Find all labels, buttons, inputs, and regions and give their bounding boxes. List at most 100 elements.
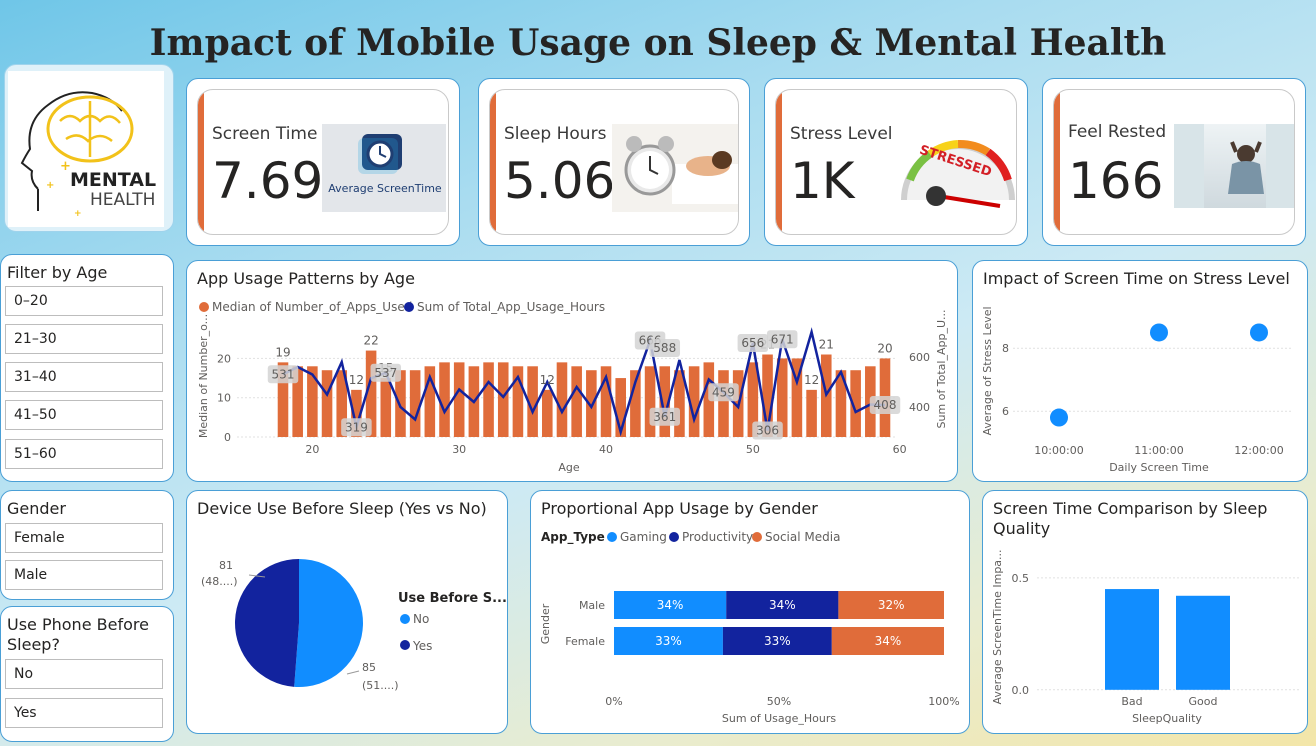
pie-slice-yes[interactable] [234, 559, 299, 687]
pie-legend-no[interactable]: No [413, 612, 429, 626]
bar-data-label: 12 [804, 373, 819, 387]
bar-age-26[interactable] [395, 370, 406, 437]
pie-legend-swatch-yes [400, 640, 410, 650]
legend-productivity[interactable]: Productivity [682, 530, 753, 544]
bar-age-23[interactable] [351, 389, 362, 437]
device-use-pie-card: Device Use Before Sleep (Yes vs No) 81 (… [186, 490, 508, 734]
bar-age-50[interactable] [747, 362, 759, 437]
gender-row-label: Female [565, 635, 605, 648]
age-filter-0-20[interactable]: 0–20 [5, 286, 163, 316]
bar-age-30[interactable] [453, 362, 465, 437]
bar-age-48[interactable] [718, 370, 729, 437]
legend-swatch-productivity [669, 532, 679, 542]
bar-age-33[interactable] [497, 362, 509, 437]
stacked-segment[interactable] [831, 627, 944, 655]
bar-age-25[interactable] [380, 378, 392, 437]
bar-bad[interactable] [1105, 589, 1159, 690]
bar-age-43[interactable] [644, 366, 656, 437]
bar-age-53[interactable] [791, 358, 803, 437]
x-tick: 10:00:00 [1034, 444, 1083, 457]
bar-age-39[interactable] [586, 370, 597, 437]
scatter-point[interactable] [1150, 323, 1168, 342]
bar-age-54[interactable] [806, 389, 817, 437]
bar-age-56[interactable] [835, 370, 847, 437]
stacked-segment[interactable] [614, 627, 723, 655]
stacked-segment[interactable] [838, 591, 944, 619]
bar-age-24[interactable] [365, 350, 377, 437]
bar-age-32[interactable] [483, 362, 494, 437]
bar-age-46[interactable] [688, 366, 700, 437]
bar-data-label: 12 [540, 373, 555, 387]
chart-title: Device Use Before Sleep (Yes vs No) [197, 499, 487, 518]
bar-age-57[interactable] [850, 370, 861, 437]
line-label-bg [752, 421, 783, 440]
gender-filter-male[interactable]: Male [5, 560, 163, 590]
age-filter-41-50[interactable]: 41–50 [5, 400, 163, 430]
bar-age-27[interactable] [409, 370, 421, 437]
bar-age-52[interactable] [776, 358, 788, 437]
y-axis-label: Gender [539, 603, 552, 644]
legend-gaming[interactable]: Gaming [620, 530, 667, 544]
legend-hours: Sum of Total_App_Usage_Hours [417, 300, 605, 314]
pie-slice-no[interactable] [294, 559, 363, 687]
pie-legend-yes[interactable]: Yes [412, 639, 432, 653]
bar-age-19[interactable] [292, 366, 303, 437]
bar-age-21[interactable] [321, 370, 333, 437]
line-label-bg [708, 383, 739, 402]
app-usage-chart-card: App Usage Patterns by Age Median of Numb… [186, 260, 958, 482]
bar-age-38[interactable] [571, 366, 582, 437]
age-filter-21-30[interactable]: 21–30 [5, 324, 163, 354]
y-left-tick: 0 [224, 431, 231, 444]
bar-age-18[interactable] [277, 362, 289, 437]
legend-social-media[interactable]: Social Media [765, 530, 840, 544]
bar-age-45[interactable] [674, 370, 685, 437]
bar-age-51[interactable] [762, 354, 773, 438]
phone-filter-yes[interactable]: Yes [5, 698, 163, 728]
chart-title: Proportional App Usage by Gender [541, 499, 818, 518]
stacked-segment[interactable] [726, 591, 839, 619]
line-data-label: 361 [653, 410, 676, 424]
svg-text:+: + [60, 159, 71, 174]
x-tick: Good [1189, 695, 1218, 708]
segment-label: 34% [769, 598, 796, 612]
phone-filter-no[interactable]: No [5, 659, 163, 689]
bar-age-37[interactable] [556, 362, 568, 437]
bar-age-22[interactable] [336, 370, 348, 437]
scatter-point[interactable] [1050, 408, 1068, 427]
legend-swatch-apps [199, 302, 209, 312]
age-filter-51-60[interactable]: 51–60 [5, 439, 163, 469]
pie-label-yes-pct: (48....) [201, 575, 238, 588]
slicer-title: Gender [7, 499, 66, 518]
bar-age-42[interactable] [630, 370, 641, 437]
bar-data-label: 20 [877, 341, 892, 355]
x-tick: 11:00:00 [1134, 444, 1183, 457]
line-data-label: 408 [874, 398, 897, 412]
scatter-point[interactable] [1250, 323, 1268, 342]
line-label-bg [267, 365, 299, 384]
segment-label: 33% [764, 634, 791, 648]
kpi-image-caption: Average ScreenTime [328, 182, 442, 195]
bar-age-35[interactable] [527, 366, 538, 437]
bar-age-40[interactable] [600, 366, 612, 437]
age-filter-31-40[interactable]: 31–40 [5, 362, 163, 392]
bar-age-29[interactable] [439, 362, 450, 437]
gender-filter-female[interactable]: Female [5, 523, 163, 553]
bar-good[interactable] [1176, 595, 1230, 690]
bar-age-34[interactable] [512, 366, 524, 437]
bar-age-28[interactable] [424, 366, 436, 437]
svg-text:+: + [46, 180, 54, 191]
line-data-label: 537 [374, 366, 397, 380]
stacked-segment[interactable] [614, 591, 727, 619]
sleep-quality-chart-card: Screen Time Comparison by Sleep Quality … [982, 490, 1308, 734]
pie-label-no-pct: (51....) [362, 679, 399, 692]
line-label-bg [649, 407, 681, 426]
bar-age-44[interactable] [659, 366, 671, 437]
x-axis-label: Sum of Usage_Hours [722, 712, 837, 725]
bar-age-20[interactable] [307, 366, 318, 437]
x-tick: 60 [893, 443, 907, 456]
pie-legend-title: Use Before S... [398, 591, 507, 606]
bar-age-36[interactable] [542, 389, 553, 437]
stacked-segment[interactable] [722, 627, 832, 655]
legend-swatch-social [752, 532, 762, 542]
bar-age-41[interactable] [615, 378, 626, 437]
